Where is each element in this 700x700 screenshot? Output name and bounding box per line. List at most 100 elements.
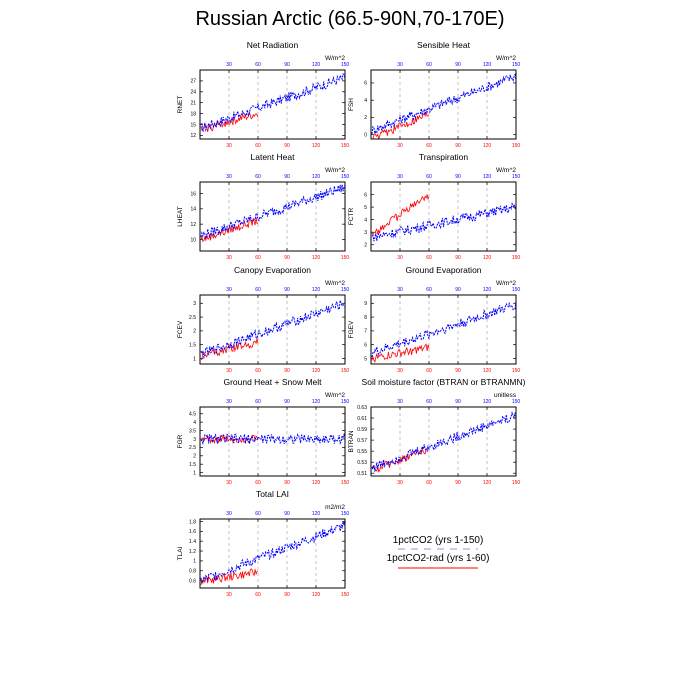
- y-tick-label: 0.53: [357, 460, 367, 466]
- bottom-tick-label: 60: [255, 255, 261, 261]
- top-tick-label: 60: [255, 399, 261, 405]
- y-tick-label: 0.55: [357, 449, 367, 455]
- bottom-tick-label: 150: [341, 143, 350, 149]
- bottom-tick-label: 120: [483, 368, 492, 374]
- bottom-tick-label: 30: [397, 143, 403, 149]
- top-tick-label: 60: [426, 399, 432, 405]
- bottom-tick-label: 120: [483, 255, 492, 261]
- top-tick-label: 120: [483, 287, 492, 293]
- y-tick-label: 3: [364, 230, 367, 236]
- bottom-tick-label: 90: [455, 480, 461, 486]
- y-axis-label: BTRAN: [348, 430, 355, 452]
- y-tick-label: 2: [193, 329, 196, 335]
- chart-title: Ground Evaporation: [405, 265, 481, 275]
- y-tick-label: 12: [190, 133, 196, 139]
- y-tick-label: 16: [190, 191, 196, 197]
- bottom-tick-label: 30: [226, 480, 232, 486]
- y-tick-label: 0.61: [357, 416, 367, 422]
- top-tick-label: 120: [312, 174, 321, 180]
- y-tick-label: 0.51: [357, 471, 367, 477]
- y-tick-label: 0: [364, 132, 367, 138]
- series-line-rad: [371, 447, 430, 473]
- units-label: m2/m2: [325, 504, 345, 511]
- series-line-rad: [371, 194, 430, 236]
- top-tick-label: 120: [312, 511, 321, 517]
- top-tick-label: 120: [483, 399, 492, 405]
- y-tick-label: 5: [364, 205, 367, 211]
- units-label: unitless: [494, 392, 517, 399]
- y-tick-label: 18: [190, 111, 196, 117]
- y-tick-label: 12: [190, 222, 196, 228]
- top-tick-label: 90: [455, 62, 461, 68]
- y-axis-label: TLAI: [177, 546, 184, 560]
- plot-frame: [199, 518, 346, 589]
- top-tick-label: 30: [397, 62, 403, 68]
- units-label: W/m^2: [496, 280, 516, 287]
- bottom-tick-label: 90: [455, 368, 461, 374]
- y-tick-label: 3: [193, 301, 196, 307]
- y-tick-label: 15: [190, 122, 196, 128]
- top-tick-label: 90: [284, 174, 290, 180]
- top-tick-label: 60: [426, 62, 432, 68]
- bottom-tick-label: 60: [255, 592, 261, 598]
- bottom-tick-label: 90: [284, 255, 290, 261]
- top-tick-label: 120: [312, 399, 321, 405]
- bottom-tick-label: 90: [284, 480, 290, 486]
- series-line-rad: [200, 217, 259, 242]
- y-axis-label: RNET: [177, 96, 184, 114]
- y-tick-label: 21: [190, 100, 196, 106]
- bottom-tick-label: 90: [455, 143, 461, 149]
- top-tick-label: 90: [284, 287, 290, 293]
- chart-panel: Total LAI m2/m2 TLAI 30 30 60 60 90 90 120 120 150 1…: [177, 489, 349, 598]
- y-tick-label: 1.5: [189, 462, 196, 468]
- y-tick-label: 14: [190, 207, 196, 213]
- plot-frame: [370, 181, 517, 252]
- top-tick-label: 120: [312, 62, 321, 68]
- y-axis-label: LHEAT: [177, 206, 184, 226]
- bottom-tick-label: 60: [426, 368, 432, 374]
- y-tick-label: 24: [190, 90, 196, 96]
- y-tick-label: 6: [364, 192, 367, 198]
- y-tick-label: 1: [193, 559, 196, 565]
- y-tick-label: 0.8: [189, 569, 196, 575]
- y-axis-label: FGR: [177, 434, 184, 448]
- bottom-tick-label: 60: [426, 255, 432, 261]
- top-tick-label: 120: [483, 174, 492, 180]
- y-axis-label: FSH: [348, 98, 355, 111]
- y-tick-label: 2: [364, 115, 367, 121]
- bottom-tick-label: 30: [397, 480, 403, 486]
- y-tick-label: 10: [190, 237, 196, 243]
- legend: 1pctCO2 (yrs 1-150) 1pctCO2-rad (yrs 1-6…: [387, 535, 489, 569]
- top-tick-label: 150: [512, 62, 521, 68]
- bottom-tick-label: 60: [255, 368, 261, 374]
- y-tick-label: 4: [193, 420, 196, 426]
- top-tick-label: 150: [341, 511, 350, 517]
- chart-title: Soil moisture factor (BTRAN or BTRANMN): [362, 377, 526, 387]
- top-tick-label: 90: [284, 62, 290, 68]
- bottom-tick-label: 150: [341, 592, 350, 598]
- bottom-tick-label: 150: [512, 480, 521, 486]
- bottom-tick-label: 60: [426, 143, 432, 149]
- chart-panel: Ground Evaporation W/m^2 FGEV 30 30 60 60 90 90 1…: [348, 265, 520, 374]
- y-axis-label: FGEV: [348, 320, 355, 338]
- series-line-full: [371, 411, 517, 473]
- bottom-tick-label: 60: [426, 480, 432, 486]
- y-tick-label: 0.59: [357, 427, 367, 433]
- top-tick-label: 60: [426, 287, 432, 293]
- chart-title: Canopy Evaporation: [234, 265, 311, 275]
- top-tick-label: 30: [397, 399, 403, 405]
- chart-panel: Sensible HeatW/m^2FSH3030606090901201201…: [348, 40, 520, 149]
- units-label: W/m^2: [496, 55, 516, 62]
- y-axis-label: FCEV: [177, 320, 184, 338]
- chart-panel: Net Radiation W/m^2 RNET 30 30 60 60 90 90 120 120…: [177, 40, 349, 149]
- plot-frame: [199, 406, 346, 477]
- top-tick-label: 30: [226, 287, 232, 293]
- bottom-tick-label: 150: [341, 480, 350, 486]
- top-tick-label: 30: [226, 511, 232, 517]
- top-tick-label: 150: [341, 62, 350, 68]
- y-tick-label: 3: [193, 437, 196, 443]
- series-line-rad: [371, 343, 430, 364]
- top-tick-label: 60: [255, 62, 261, 68]
- bottom-tick-label: 120: [312, 592, 321, 598]
- chart-title: Transpiration: [419, 152, 469, 162]
